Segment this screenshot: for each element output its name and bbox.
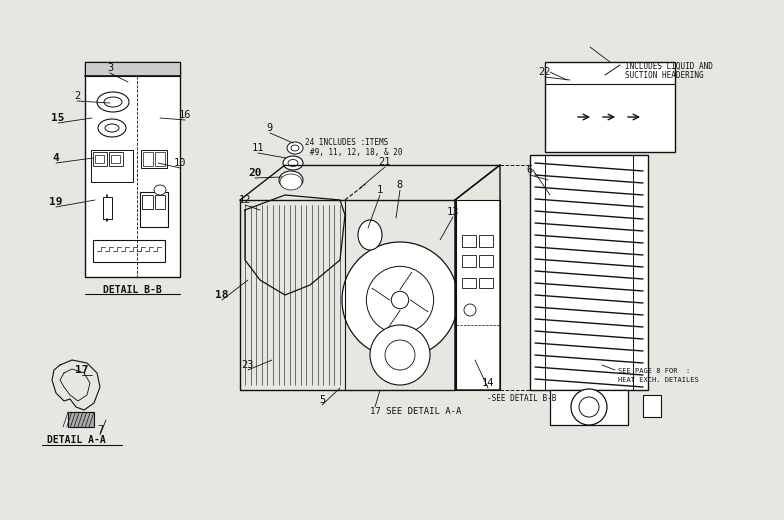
Ellipse shape bbox=[154, 185, 166, 195]
Text: 17 SEE DETAIL A-A: 17 SEE DETAIL A-A bbox=[370, 407, 461, 416]
Bar bbox=[143, 152, 153, 166]
Text: 22: 22 bbox=[539, 67, 551, 77]
Ellipse shape bbox=[366, 266, 434, 334]
Bar bbox=[140, 192, 168, 227]
Text: 24 INCLUDES :ITEMS: 24 INCLUDES :ITEMS bbox=[305, 138, 388, 147]
Ellipse shape bbox=[370, 325, 430, 385]
Ellipse shape bbox=[464, 304, 476, 316]
Bar bbox=[103, 197, 112, 219]
Bar bbox=[141, 150, 167, 168]
Bar bbox=[643, 395, 661, 417]
Bar bbox=[462, 235, 476, 247]
Text: 3: 3 bbox=[107, 63, 113, 73]
Ellipse shape bbox=[571, 389, 607, 425]
Ellipse shape bbox=[391, 291, 408, 309]
Bar bbox=[155, 152, 165, 166]
Text: SEE PAGE 8 FOR  :: SEE PAGE 8 FOR : bbox=[618, 368, 690, 374]
Bar bbox=[111, 155, 120, 163]
Ellipse shape bbox=[385, 340, 415, 370]
Ellipse shape bbox=[579, 397, 599, 417]
Text: DETAIL A-A: DETAIL A-A bbox=[46, 435, 105, 445]
Ellipse shape bbox=[291, 145, 299, 151]
Ellipse shape bbox=[105, 124, 119, 132]
Text: 20: 20 bbox=[249, 168, 262, 178]
Bar bbox=[85, 62, 180, 277]
Bar bbox=[545, 62, 675, 152]
Text: 5: 5 bbox=[319, 395, 325, 405]
Text: 15: 15 bbox=[51, 113, 65, 123]
Text: DETAIL B-B: DETAIL B-B bbox=[103, 285, 162, 295]
Bar bbox=[530, 155, 648, 390]
Bar bbox=[155, 195, 165, 209]
Text: 9: 9 bbox=[267, 123, 273, 133]
Ellipse shape bbox=[287, 142, 303, 154]
Bar bbox=[95, 155, 104, 163]
Text: 4: 4 bbox=[53, 153, 60, 163]
Bar bbox=[479, 255, 493, 267]
Text: 1: 1 bbox=[377, 185, 383, 195]
Text: 13: 13 bbox=[447, 207, 459, 217]
Ellipse shape bbox=[284, 175, 298, 185]
Text: 11: 11 bbox=[252, 143, 264, 153]
Bar bbox=[68, 412, 94, 427]
Ellipse shape bbox=[280, 174, 302, 190]
Ellipse shape bbox=[104, 97, 122, 107]
Ellipse shape bbox=[97, 92, 129, 112]
Bar bbox=[550, 390, 628, 425]
Bar bbox=[142, 195, 153, 209]
Bar bbox=[93, 152, 107, 166]
Ellipse shape bbox=[342, 242, 458, 358]
Text: 18: 18 bbox=[216, 290, 229, 300]
Text: SUCTION HEADERING: SUCTION HEADERING bbox=[625, 71, 703, 80]
Ellipse shape bbox=[283, 156, 303, 170]
Text: 16: 16 bbox=[179, 110, 191, 120]
Text: 17: 17 bbox=[75, 365, 89, 375]
Bar bbox=[462, 278, 476, 288]
Bar bbox=[479, 235, 493, 247]
Text: 10: 10 bbox=[174, 158, 187, 168]
Ellipse shape bbox=[98, 119, 126, 137]
Text: 8: 8 bbox=[397, 180, 403, 190]
Text: 2: 2 bbox=[74, 91, 80, 101]
Text: 7: 7 bbox=[97, 425, 103, 435]
Text: 23: 23 bbox=[241, 360, 254, 370]
Ellipse shape bbox=[288, 160, 298, 166]
Bar bbox=[91, 150, 133, 182]
Bar bbox=[462, 255, 476, 267]
Text: -SEE DETAIL B-B: -SEE DETAIL B-B bbox=[487, 394, 557, 403]
Text: 12: 12 bbox=[239, 195, 251, 205]
Ellipse shape bbox=[279, 171, 303, 189]
Bar bbox=[85, 62, 180, 76]
Bar bbox=[456, 200, 500, 390]
Text: #9, 11, 12, 18, & 20: #9, 11, 12, 18, & 20 bbox=[310, 148, 402, 157]
Bar bbox=[93, 240, 165, 262]
Text: 21: 21 bbox=[379, 157, 391, 167]
Ellipse shape bbox=[358, 220, 382, 250]
Text: INCLUDES LIQUID AND: INCLUDES LIQUID AND bbox=[625, 62, 713, 71]
Bar bbox=[109, 152, 123, 166]
Bar bbox=[479, 278, 493, 288]
Text: 14: 14 bbox=[481, 378, 494, 388]
Text: 19: 19 bbox=[49, 197, 63, 207]
Text: HEAT EXCH. DETAILES: HEAT EXCH. DETAILES bbox=[618, 377, 699, 383]
Text: 6: 6 bbox=[527, 165, 533, 175]
